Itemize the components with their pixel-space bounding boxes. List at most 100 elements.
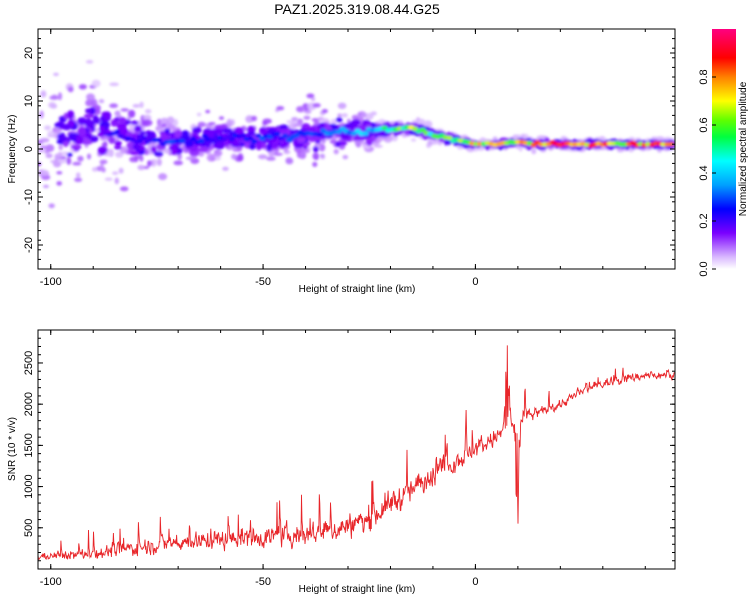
spectrogram-cell [320,155,326,160]
snr-x-label: Height of straight line (km) [299,584,416,595]
spectrogram-cell [214,141,225,150]
spectrogram-cell [312,103,321,108]
spectrogram-cell [38,149,44,153]
spectrogram-cell [39,138,50,143]
ridge-cell [354,128,361,134]
spectrogram-cell [39,169,49,176]
spectrogram-cell [77,117,87,125]
spectrogram-cell [382,122,392,127]
spectrogram-cell [40,90,47,98]
spectrogram-cell [156,118,162,127]
spectrogram-cell [45,153,53,159]
spectrogram-cell [222,166,229,171]
spectrogram-cell [85,60,94,64]
ridge-cell [186,140,193,146]
spectrogram-cell [70,144,82,150]
spectrogram-cell [312,161,318,167]
spectrogram-cell [308,136,316,143]
ridge-cell [274,131,281,136]
spectrogram-cell [130,120,139,125]
spectrogram-cell [161,123,167,128]
ridge-cell [247,136,254,141]
ridge-cell [113,129,121,134]
spectrogram-cell [57,92,63,101]
ridge-cell [419,127,426,133]
spectrogram-cell [210,157,216,161]
spectrogram-cell [92,115,99,124]
spectrogram-cell [77,155,84,162]
spectrogram-cell [173,118,179,127]
ridge-cell [155,138,163,143]
spectrogram-cell [101,142,108,147]
spectrogram-cell [85,108,92,114]
spectrogram-cell [54,122,65,128]
y-tick-label: 10 [23,95,35,107]
spectrogram-x-ticks: -100 -50 0 [40,29,646,288]
ridge-cell [335,129,342,134]
spectrogram-cell [531,148,537,155]
spectrogram-cell [91,98,98,107]
spectrogram-cell [330,118,338,125]
x-tick-label: 0 [472,276,478,288]
spectrogram-cell [268,152,275,158]
spectrogram-cell [231,153,238,160]
spectrogram-cell [417,118,426,125]
spectrogram-cell [114,177,120,185]
y-tick-label: 500 [23,519,35,537]
spectrogram-cell [76,172,81,178]
spectrogram-cell [91,79,101,88]
snr-y-label: SNR (10 * v/v) [7,417,18,481]
spectrogram-cell [109,103,118,108]
spectrogram-cell [137,164,145,171]
y-tick-label: 0 [23,146,35,152]
y-tick-label: 1000 [23,474,35,498]
spectrogram-cell [205,109,211,114]
spectrogram-cell [296,137,306,143]
spectrogram-cell [480,139,486,142]
spectrogram-cell [198,152,205,157]
spectrogram-cell [72,161,82,166]
spectrogram-cell [127,109,135,118]
spectrogram-cell [56,181,62,186]
snr-panel: -100 -50 0 500 1000 1500 2000 2500 Height of s… [7,329,676,595]
spectrogram-cell [173,160,183,166]
spectrogram-cell [143,165,150,170]
spectrogram-cell [255,141,262,151]
spectrogram-cell [185,156,195,160]
spectrogram-cell [192,127,202,134]
spectrogram-cell [120,108,129,112]
spectrogram-cell [213,127,224,135]
colorbar-tick-label: 0.4 [698,165,710,180]
ridge-cell [316,132,323,138]
spectrogram-cell [257,154,268,160]
spectrogram-cell [116,123,127,130]
ridge-cell [197,138,205,143]
spectrogram-cell [196,112,202,117]
spectrogram-cell [342,155,349,160]
snr-x-ticks: -100 -50 0 [40,330,646,588]
spectrogram-cell [266,156,276,161]
spectrogram-cell [287,123,295,129]
spectrogram-cell [139,101,144,109]
colorbar-ticks: 0.0 0.2 0.4 0.6 0.8 [698,69,716,277]
spectrogram-cell [147,160,152,167]
spectrogram-cell [177,152,182,161]
spectrogram-cell [67,86,74,93]
ridge-cell [255,133,262,138]
spectrogram-cell [103,111,112,120]
spectrogram-cell [86,93,95,101]
spectrogram-blobs [38,60,675,209]
ridge-cell [259,136,266,141]
x-tick-label: -50 [255,276,271,288]
spectrogram-cell [91,167,98,172]
spectrogram-cell [306,93,315,99]
spectrogram-cell [279,128,288,135]
spectrogram-cell [304,148,310,153]
spectrogram-cell [118,117,127,125]
spectrogram-cell [283,147,288,153]
spectrogram-cell [70,135,77,142]
spectrogram-cell [62,123,71,131]
ridge-cell [293,133,300,138]
x-tick-label: -100 [40,576,62,588]
spectrogram-cell [112,171,119,175]
